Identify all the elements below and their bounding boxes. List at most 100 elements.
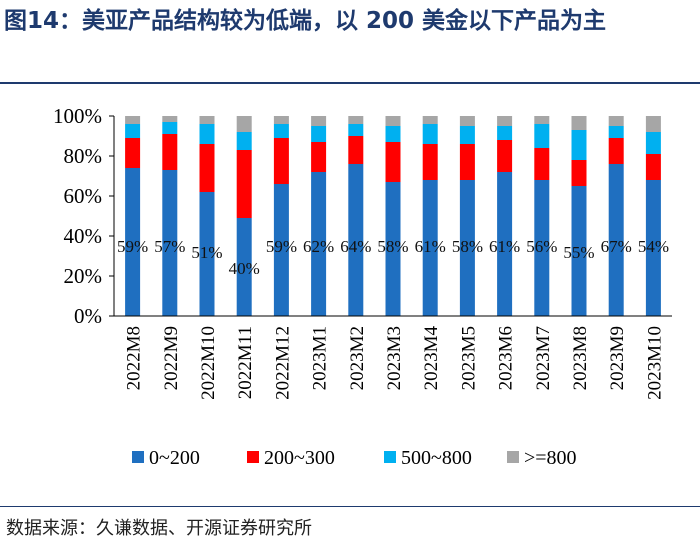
bar-segment [534,180,550,316]
bar-segment [571,186,587,316]
bar-series [125,116,661,316]
bar-segment [236,116,252,132]
bar-segment [645,116,661,132]
data-label: 57% [154,237,185,256]
stacked-bar-chart: 0% 20% 40% 60% 80% 100% 59% 57% 51% 40% 59% 62% 64%… [53,104,672,469]
bar-segment [125,116,141,124]
x-tick-label: 2023M10 [644,326,665,400]
bar-segment [273,124,289,138]
bar-segment [385,126,401,142]
data-label: 64% [340,237,371,256]
bar-segment [273,138,289,184]
data-label: 58% [377,237,408,256]
x-axis: 2022M8 2022M9 2022M10 2022M11 2022M12 2023M1 2… [114,315,672,400]
bar-segment [125,168,141,316]
x-tick-label: 2022M8 [124,326,145,390]
bar-segment [608,126,624,138]
legend-swatch [384,451,396,463]
bar-segment [311,126,327,142]
data-source: 数据来源：久谦数据、开源证券研究所 [6,518,312,539]
bar-segment [459,116,475,126]
data-label: 54% [638,237,669,256]
bar-segment [645,154,661,180]
bar-segment [199,144,215,192]
bar-segment [571,160,587,186]
legend-label: 0~200 [149,447,200,469]
x-tick-label: 2023M9 [607,326,628,390]
data-label: 55% [563,243,594,262]
data-label: 59% [117,237,148,256]
bar-segment [273,116,289,124]
bar-segment [534,124,550,148]
x-tick-label: 2022M12 [272,326,293,400]
data-label: 62% [303,237,334,256]
y-tick-label: 80% [64,144,103,168]
bar-segment [497,140,513,172]
bar-segment [534,116,550,124]
x-tick-label: 2023M3 [384,326,405,390]
data-label: 58% [452,237,483,256]
legend-swatch [247,451,259,463]
data-label: 40% [229,259,260,278]
bar-segment [385,116,401,126]
y-tick-label: 100% [53,104,102,128]
bar-segment [608,116,624,126]
bar-segment [385,182,401,316]
bar-segment [348,164,364,316]
bar-segment [459,180,475,316]
x-tick-label: 2022M9 [161,326,182,390]
bar-segment [459,126,475,144]
data-labels: 59% 57% 51% 40% 59% 62% 64% 58% 61% 58% 61% 56% 55% 6… [117,237,669,278]
bar-segment [125,138,141,168]
data-label: 61% [415,237,446,256]
x-tick-label: 2023M2 [347,326,368,390]
data-label: 61% [489,237,520,256]
bar-segment [534,148,550,180]
bar-segment [348,136,364,164]
legend-swatch [132,451,144,463]
bar-segment [459,144,475,180]
bar-segment [497,116,513,126]
data-label: 51% [191,243,222,262]
bar-segment [385,142,401,182]
bar-segment [162,116,178,122]
x-tick-label: 2022M10 [198,326,219,400]
y-tick-label: 40% [64,224,103,248]
footer-divider [0,506,700,507]
bar-segment [199,192,215,316]
chart-legend: 0~200 200~300 500~800 >=800 [132,447,577,469]
data-label: 56% [526,237,557,256]
title-divider [0,82,700,84]
y-tick-label: 20% [64,264,103,288]
x-tick-label: 2023M7 [533,326,554,390]
bar-segment [162,122,178,134]
bar-segment [199,116,215,124]
bar-segment [236,132,252,150]
bar-segment [162,134,178,170]
bar-segment [348,116,364,124]
data-label: 67% [601,237,632,256]
bar-segment [125,124,141,138]
bar-segment [236,150,252,218]
legend-swatch [507,451,519,463]
legend-label: 200~300 [264,447,335,469]
bar-segment [422,124,438,144]
y-tick-label: 60% [64,184,103,208]
bar-segment [645,132,661,154]
x-tick-label: 2023M6 [496,326,517,390]
chart-title: 图14：美亚产品结构较为低端，以 200 美金以下产品为主 [4,8,607,34]
bar-segment [608,164,624,316]
bar-segment [273,184,289,316]
bar-segment [645,180,661,316]
bar-segment [571,130,587,160]
x-tick-label: 2023M1 [310,326,331,390]
bar-segment [162,170,178,316]
bar-segment [348,124,364,136]
x-tick-label: 2023M5 [458,326,479,390]
x-tick-label: 2023M8 [570,326,591,390]
data-label: 59% [266,237,297,256]
y-tick-label: 0% [74,304,102,328]
bar-segment [422,116,438,124]
bar-segment [608,138,624,164]
bar-segment [311,172,327,316]
